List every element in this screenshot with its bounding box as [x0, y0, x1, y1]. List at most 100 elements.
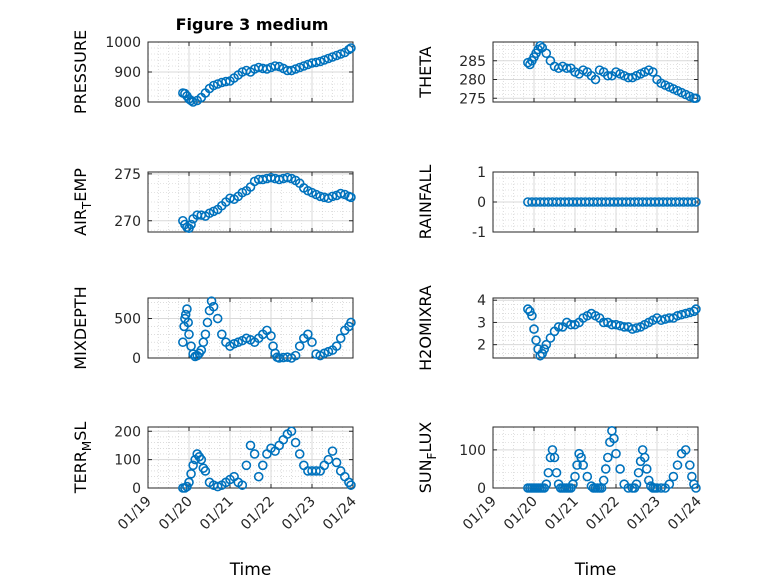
data-point-mixdepth: [178, 337, 188, 348]
y-tick-label: 0: [132, 351, 141, 367]
data-point-air-temp: [335, 188, 346, 199]
data-point-air-temp: [282, 172, 293, 183]
data-point-pressure: [319, 55, 330, 65]
data-point-sun-flux: [664, 479, 675, 489]
x-axis-label: Time: [229, 560, 272, 580]
y-tick-label: 2: [477, 338, 486, 354]
axes-box: [147, 171, 354, 233]
data-point-h2omixra: [691, 304, 701, 314]
y-axis-label-part: SL: [71, 422, 90, 441]
data-point-rainfall: [687, 197, 697, 207]
y-axis-label: SUNFLUX: [416, 422, 439, 494]
data-point-pressure: [212, 79, 223, 89]
data-point-sun-flux: [631, 479, 642, 489]
data-point-sun-flux: [643, 475, 654, 486]
x-axis-label: Time: [574, 560, 617, 580]
chart-mixdepth: 0 500 MIXDEPTH: [71, 286, 356, 370]
data-point-h2omixra: [689, 306, 699, 317]
data-point-sun-flux: [656, 483, 666, 493]
y-tick-label: 100: [459, 443, 486, 459]
data-point-pressure: [344, 44, 354, 55]
data-point-mixdepth: [184, 329, 194, 340]
y-axis-label-part: LUX: [416, 422, 435, 453]
y-tick-label: 0: [477, 481, 486, 497]
data-point-h2omixra: [527, 310, 537, 321]
data-point-h2omixra: [531, 335, 541, 346]
data-point-pressure: [188, 97, 198, 107]
y-axis-label: THETA: [416, 46, 435, 98]
data-point-sun-flux: [668, 471, 679, 482]
y-tick-label: 280: [459, 73, 486, 89]
data-point-h2omixra: [539, 344, 550, 354]
data-point-sun-flux: [680, 445, 691, 455]
data-point-terr-msl: [200, 466, 211, 476]
data-point-h2omixra: [529, 324, 539, 334]
data-point-terr-msl: [294, 449, 305, 459]
data-point-pressure: [186, 95, 196, 106]
data-point-sun-flux: [582, 471, 593, 482]
data-point-sun-flux: [691, 483, 701, 493]
data-point-pressure: [346, 43, 356, 53]
data-point-mixdepth: [307, 337, 317, 348]
data-point-theta: [648, 67, 658, 77]
data-point-pressure: [327, 52, 338, 62]
data-point-h2omixra: [523, 304, 533, 314]
data-point-sun-flux: [598, 475, 609, 486]
data-point-terr-msl: [323, 454, 334, 465]
data-point-terr-msl: [188, 460, 198, 471]
data-point-pressure: [298, 61, 309, 71]
data-point-sun-flux: [684, 460, 695, 470]
data-point-sun-flux: [633, 467, 644, 478]
y-tick-label: 270: [114, 214, 141, 230]
data-point-terr-msl: [327, 446, 338, 456]
y-tick-label: 1000: [105, 35, 141, 51]
data-point-h2omixra: [537, 348, 548, 359]
y-tick-label: 100: [114, 453, 141, 469]
data-point-terr-msl: [290, 437, 301, 448]
y-tick-label: 4: [477, 293, 486, 309]
axes-box: [492, 297, 699, 359]
data-point-h2omixra: [541, 339, 552, 350]
data-point-rainfall: [691, 197, 701, 207]
data-point-pressure: [221, 76, 231, 87]
y-tick-label: 500: [114, 312, 141, 328]
data-point-pressure: [331, 50, 342, 61]
y-axis-label-part: AIR: [71, 209, 90, 236]
data-point-pressure: [270, 61, 280, 71]
data-point-air-temp: [346, 192, 356, 203]
data-point-theta: [590, 74, 601, 85]
data-point-mixdepth: [346, 317, 356, 328]
data-point-theta: [691, 93, 701, 104]
data-point-sun-flux: [641, 464, 652, 474]
data-point-sun-flux: [639, 452, 650, 463]
data-point-sun-flux: [600, 464, 611, 474]
data-point-terr-msl: [184, 477, 194, 488]
data-point-terr-msl: [245, 440, 256, 451]
data-point-terr-msl: [212, 481, 223, 492]
data-point-sun-flux: [541, 479, 552, 489]
chart-theta: 275 280 285 THETA: [416, 40, 701, 107]
data-point-h2omixra: [535, 350, 545, 361]
chart-air-temp: 270 275 AIRTEMP: [71, 167, 356, 236]
y-tick-label: 285: [459, 54, 486, 70]
y-axis-label: H2OMIXRA: [416, 285, 435, 371]
data-point-mixdepth: [200, 329, 211, 340]
y-tick-label: 900: [114, 65, 141, 81]
data-point-sun-flux: [549, 452, 560, 463]
chart-h2omixra: 2 3 4 H2OMIXRA: [416, 285, 701, 371]
data-point-theta: [602, 70, 613, 81]
data-point-sun-flux: [578, 460, 589, 470]
data-point-mixdepth: [183, 317, 193, 328]
data-point-pressure: [315, 56, 326, 67]
data-point-h2omixra: [553, 322, 564, 332]
data-point-mixdepth: [217, 329, 227, 340]
y-axis-label: MIXDEPTH: [71, 286, 90, 369]
data-point-mixdepth: [303, 329, 313, 340]
y-axis-label: PRESSURE: [71, 30, 90, 114]
data-point-pressure: [335, 49, 346, 59]
y-axis-label-part: EMP: [71, 168, 90, 202]
data-point-terr-msl: [331, 457, 342, 468]
data-point-mixdepth: [331, 341, 342, 351]
data-point-terr-msl: [241, 460, 252, 471]
data-point-sun-flux: [615, 464, 625, 474]
